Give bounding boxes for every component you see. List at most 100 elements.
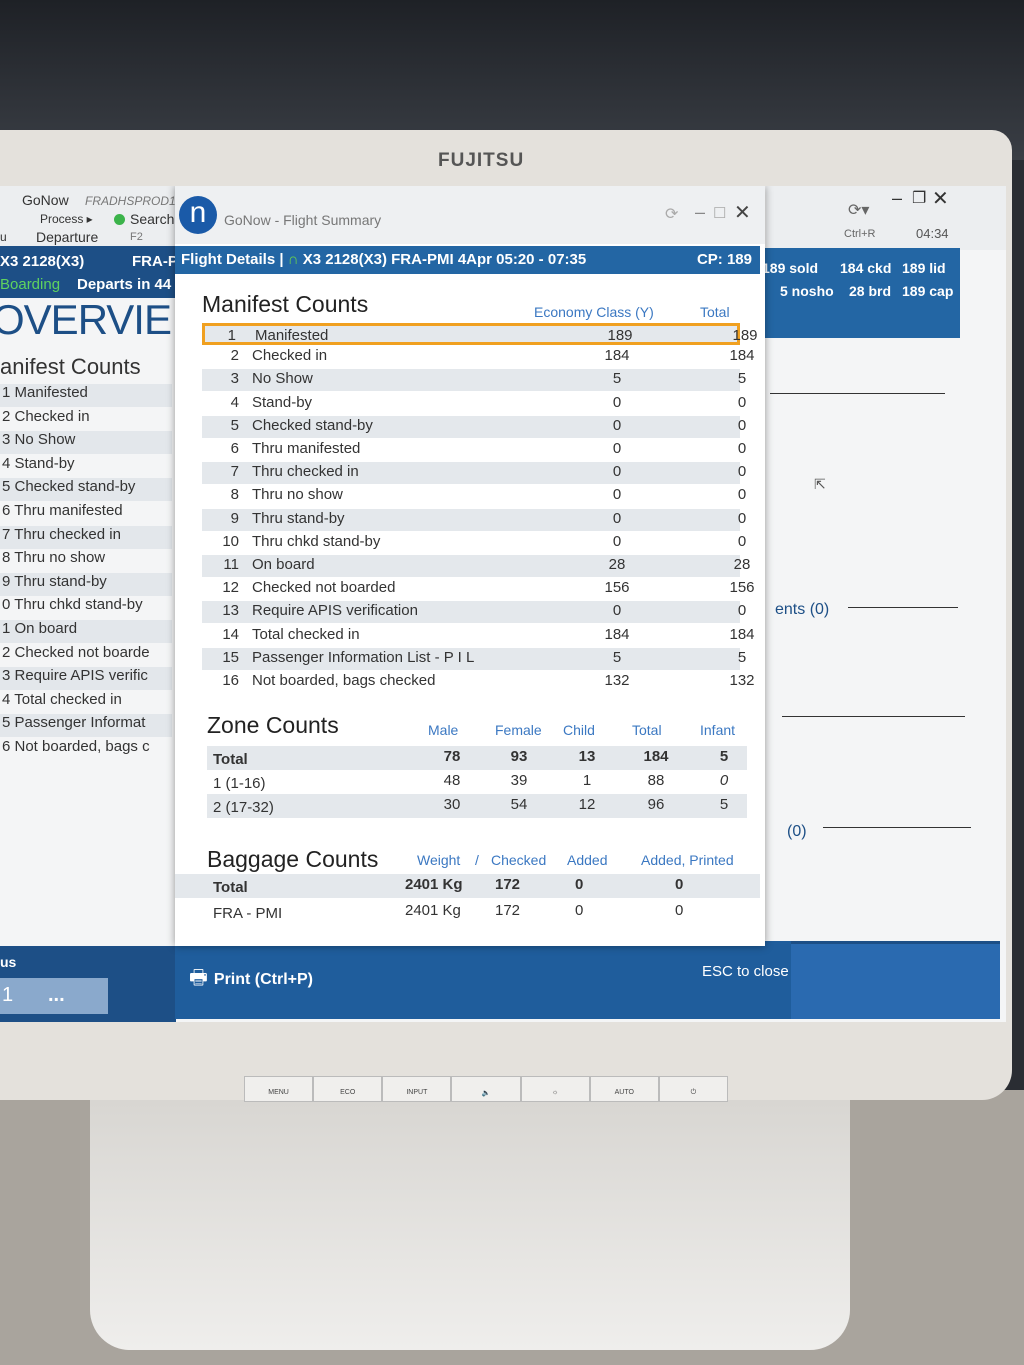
total-count: 0 [737,440,747,457]
right-section-link[interactable]: ents (0) [775,601,830,618]
zone-value: 78 [443,748,461,765]
manifest-row[interactable]: 16 Not boarded, bags checked 132 132 [202,671,754,693]
hw-eco-button[interactable]: ECO [313,1076,383,1102]
left-list-item[interactable]: 5 Checked stand-by [0,478,172,502]
left-list-item[interactable]: 7 Thru checked in [0,525,172,549]
baggage-row: Total 2401 Kg 172 0 0 [175,874,760,898]
manifest-row[interactable]: 4 Stand-by 0 0 [202,393,747,415]
row-label: No Show [252,370,313,388]
manifest-row[interactable]: 3 No Show 5 5 [202,369,746,392]
zone-label: 1 (1-16) [213,775,266,792]
left-list-item[interactable]: 8 Thru no show [2,549,106,567]
row-label: Manifested [255,327,329,344]
manifest-row[interactable]: 11 On board 28 28 [202,555,750,577]
close-icon[interactable]: ✕ [932,188,949,210]
departure-menu[interactable]: Departure [36,229,99,245]
minimize-icon[interactable]: – [695,202,706,222]
economy-count: 189 [607,327,633,344]
stat-boarded: 28 brd [849,283,892,299]
baggage-col-header: Added [567,852,608,868]
monitor-buttons: MENU ECO INPUT 🔈 ☼ AUTO ⏻ [244,1076,728,1102]
manifest-row[interactable]: 9 Thru stand-by 0 0 [202,508,746,531]
route: FRA-PMI [391,251,454,268]
left-list-item[interactable]: 5 Passenger Informat [0,714,172,738]
manifest-row[interactable]: 5 Checked stand-by 0 0 [202,415,746,438]
left-list-item[interactable]: 1 Manifested [0,384,172,407]
manifest-row[interactable]: 1 Manifested 189 189 [202,323,758,345]
zone-col-header: Infant [700,722,736,738]
manifest-row[interactable]: 7 Thru checked in 0 0 [202,462,746,485]
flight-details-label: Flight Details | [181,251,284,268]
total-count: 189 [732,327,758,344]
zone-col-header: Male [428,722,459,738]
row-number: 8 [230,486,239,504]
zone-col-header: Child [563,722,595,738]
hw-volume-button[interactable]: 🔈 [451,1076,521,1102]
economy-count: 0 [612,440,622,457]
divider [848,607,958,608]
hw-menu-button[interactable]: MENU [244,1076,314,1102]
zone-value: 1 [582,772,592,789]
left-list-item[interactable]: 4 Stand-by [2,454,75,472]
baggage-value: 172 [495,876,521,893]
manifest-row[interactable]: 15 Passenger Information List - P I L 5 5 [202,647,746,670]
left-list-item[interactable]: 4 Total checked in [2,690,122,708]
hw-input-button[interactable]: INPUT [382,1076,452,1102]
left-list-item[interactable]: 3 No Show [0,431,172,455]
zone-value: 96 [647,796,665,813]
left-list-item[interactable]: 0 Thru chkd stand-by [2,596,143,614]
process-menu[interactable]: Process ▸ [40,212,93,226]
close-icon[interactable]: ✕ [734,202,751,224]
refresh-icon[interactable]: ⟳▾ [848,202,870,219]
left-list-item[interactable]: 6 Thru manifested [2,502,123,519]
zone-col-header: Female [495,722,542,738]
manifest-row[interactable]: 14 Total checked in 184 184 [202,625,754,647]
flight-number: X3 2128(X3) [302,251,387,268]
economy-count: 28 [608,556,626,573]
hw-auto-button[interactable]: AUTO [589,1076,659,1102]
left-list-item[interactable]: 9 Thru stand-by [0,572,172,596]
more-button[interactable]: ... [48,984,65,1006]
total-count: 0 [737,393,747,411]
manifest-row[interactable]: 6 Thru manifested 0 0 [202,439,747,461]
status-badge: Boarding [0,276,61,293]
hw-power-button[interactable]: ⏻ [658,1076,728,1102]
baggage-col-header: Checked [491,852,547,868]
left-list-item[interactable]: 2 Checked in [2,407,90,425]
manifest-row[interactable]: 12 Checked not boarded 156 156 [202,578,754,600]
economy-count: 184 [604,625,630,643]
restore-icon[interactable]: ❐ [912,190,927,207]
right-section-link-2[interactable]: (0) [787,823,807,840]
zone-value: 13 [578,748,596,765]
economy-count: 156 [604,579,630,597]
left-list-item[interactable]: 3 Require APIS verific [0,667,172,691]
esc-close-button[interactable]: ESC to close [702,963,789,980]
economy-count: 5 [612,648,622,666]
row-number: 16 [222,672,239,689]
refresh-icon[interactable]: ⟳ [665,206,679,223]
manifest-row[interactable]: 10 Thru chkd stand-by 0 0 [202,532,746,554]
manifest-row[interactable]: 2 Checked in 184 184 [202,346,755,368]
left-list-item[interactable]: 1 On board [0,620,172,643]
search-button[interactable]: Search [130,211,175,227]
mouse-cursor-icon: ⇱ [814,476,826,492]
economy-count: 0 [612,393,622,411]
total-count: 28 [733,556,751,573]
hw-brightness-button[interactable]: ☼ [520,1076,590,1102]
minimize-icon[interactable]: – [892,188,903,208]
zone-label: 2 (17-32) [213,799,274,816]
flight-summary-dialog: n GoNow - Flight Summary ⟳ – ☐ ✕ Flight … [175,186,765,946]
baggage-value: 172 [495,902,521,919]
departs-in: Departs in 44 [77,276,172,293]
total-count: 184 [729,625,755,643]
left-list-item[interactable]: 6 Not boarded, bags c [2,738,150,755]
manifest-row[interactable]: 13 Require APIS verification 0 0 [202,601,746,624]
zone-value: 93 [510,748,528,765]
print-button[interactable]: 🖶 Print (Ctrl+P) [189,963,313,997]
stat-sold: 189 sold [762,260,819,276]
menu-fragment: u [0,230,7,244]
row-label: Thru checked in [252,463,359,481]
maximize-icon[interactable]: ☐ [713,205,727,222]
left-list-item[interactable]: 2 Checked not boarde [2,643,150,661]
manifest-row[interactable]: 8 Thru no show 0 0 [202,485,747,507]
